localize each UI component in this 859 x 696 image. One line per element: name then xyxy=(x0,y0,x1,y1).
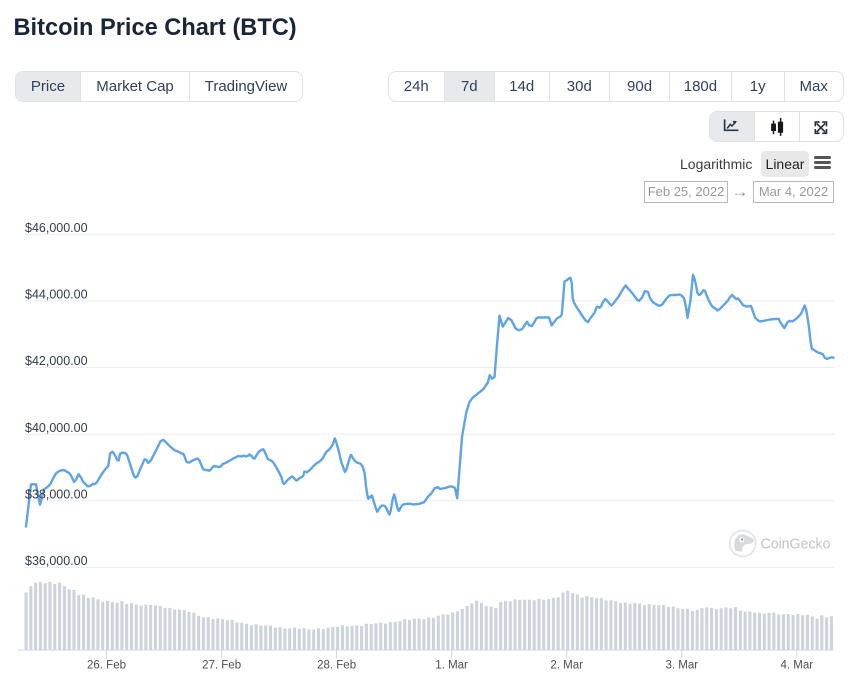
svg-text:1. Mar: 1. Mar xyxy=(435,660,468,672)
svg-text:$36,000.00: $36,000.00 xyxy=(25,554,88,568)
svg-text:$44,000.00: $44,000.00 xyxy=(25,288,88,302)
svg-text:28. Feb: 28. Feb xyxy=(317,660,356,672)
svg-text:CoinGecko: CoinGecko xyxy=(761,537,831,553)
svg-text:26. Feb: 26. Feb xyxy=(87,660,126,672)
svg-text:$38,000.00: $38,000.00 xyxy=(25,488,88,502)
svg-text:$40,000.00: $40,000.00 xyxy=(25,421,88,435)
svg-text:2. Mar: 2. Mar xyxy=(550,660,583,672)
svg-text:4. Mar: 4. Mar xyxy=(781,660,814,672)
svg-text:$46,000.00: $46,000.00 xyxy=(25,221,88,235)
svg-text:27. Feb: 27. Feb xyxy=(202,660,241,672)
svg-text:3. Mar: 3. Mar xyxy=(666,660,699,672)
svg-text:$42,000.00: $42,000.00 xyxy=(25,354,88,368)
